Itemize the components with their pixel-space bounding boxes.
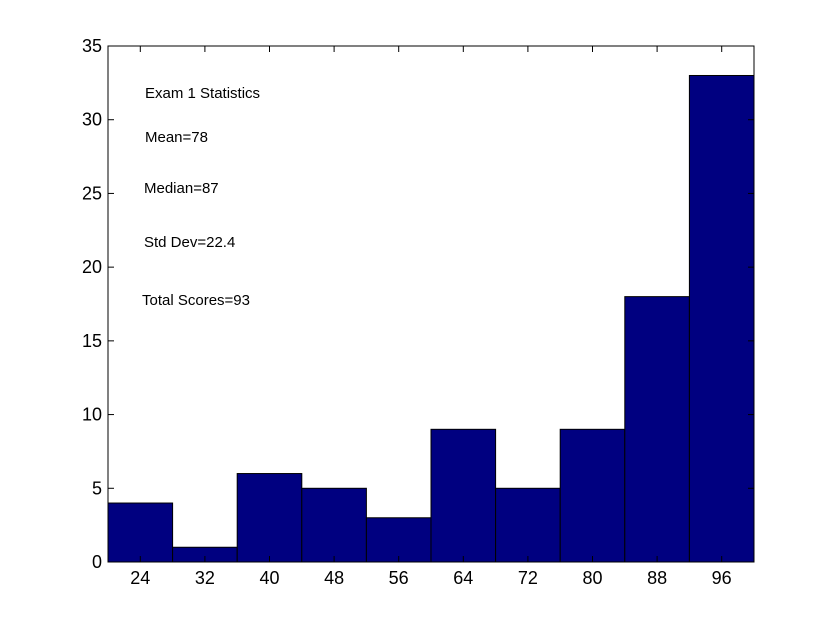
y-tick-label: 30 [82, 110, 102, 130]
y-tick-label: 15 [82, 331, 102, 351]
x-axis: 24 32 40 48 56 64 72 80 88 96 [130, 46, 732, 588]
bar-64 [430, 428, 497, 563]
bar-40 [236, 473, 303, 563]
bar-72 [495, 487, 561, 563]
x-tick-label: 88 [647, 568, 667, 588]
y-tick-label: 25 [82, 183, 102, 203]
x-tick-label: 32 [195, 568, 215, 588]
annotation-title: Exam 1 Statistics [145, 85, 260, 102]
bars-group [107, 74, 755, 563]
bar-24 [107, 502, 174, 563]
x-tick-label: 96 [712, 568, 732, 588]
y-tick-label: 35 [82, 36, 102, 56]
x-tick-label: 80 [582, 568, 602, 588]
y-tick-label: 20 [82, 257, 102, 277]
bar-96 [688, 74, 755, 563]
annotation-total-scores: Total Scores=93 [142, 292, 250, 309]
y-tick-label: 5 [92, 478, 102, 498]
y-axis: 0 5 10 15 20 25 30 35 [82, 36, 754, 572]
x-tick-label: 40 [259, 568, 279, 588]
bar-80 [559, 428, 626, 563]
x-tick-label: 72 [518, 568, 538, 588]
y-tick-label: 0 [92, 552, 102, 572]
annotation-std-dev: Std Dev=22.4 [144, 234, 235, 251]
y-tick-label: 10 [82, 405, 102, 425]
x-tick-label: 24 [130, 568, 150, 588]
annotation-mean: Mean=78 [145, 129, 208, 146]
bar-88 [624, 296, 690, 563]
bar-56 [365, 517, 432, 563]
x-tick-label: 48 [324, 568, 344, 588]
x-tick-label: 64 [453, 568, 473, 588]
bar-48 [301, 487, 367, 563]
x-tick-label: 56 [389, 568, 409, 588]
annotation-median: Median=87 [144, 180, 219, 197]
plot-frame [107, 45, 755, 563]
